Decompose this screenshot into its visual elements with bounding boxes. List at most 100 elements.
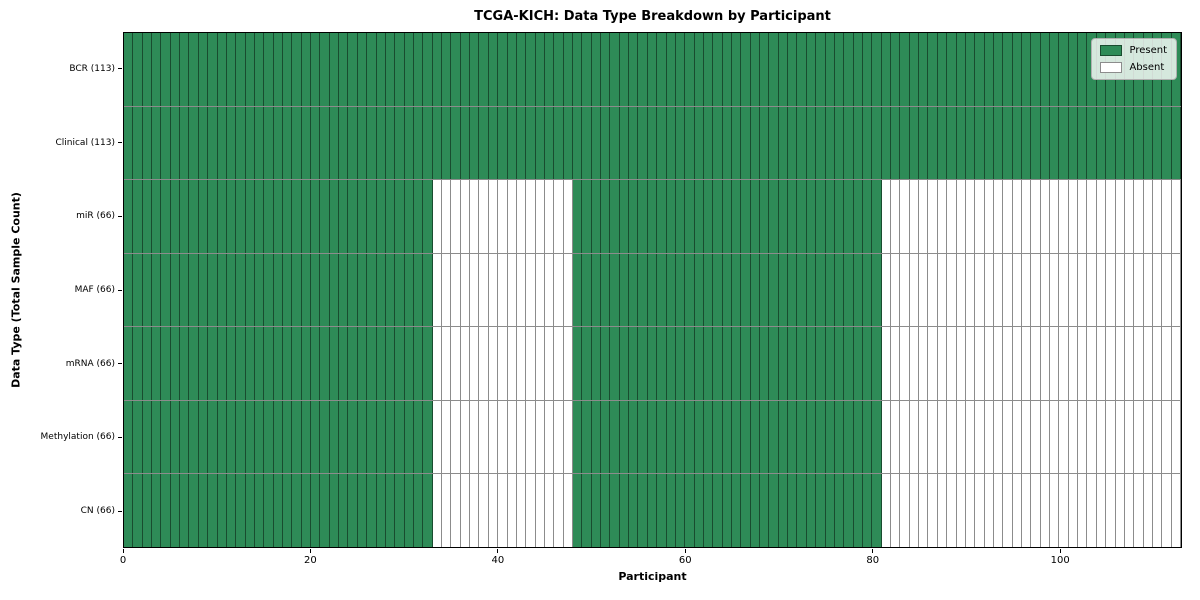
absent-cell bbox=[1012, 400, 1022, 474]
present-cell bbox=[189, 327, 199, 400]
present-cell bbox=[722, 474, 732, 548]
absent-cell bbox=[1059, 474, 1069, 548]
present-cell bbox=[797, 474, 807, 548]
absent-cell bbox=[1068, 474, 1079, 548]
absent-cell bbox=[1078, 180, 1088, 253]
present-cell bbox=[413, 253, 424, 327]
present-cell bbox=[264, 180, 274, 253]
present-cell bbox=[264, 474, 274, 548]
present-cell bbox=[572, 106, 583, 180]
present-cell bbox=[975, 106, 985, 180]
present-cell bbox=[685, 327, 695, 400]
present-cell bbox=[750, 253, 761, 327]
absent-cell bbox=[554, 474, 564, 548]
present-cell bbox=[844, 474, 854, 548]
present-cell bbox=[180, 106, 190, 180]
present-cell bbox=[217, 106, 227, 180]
present-cell bbox=[357, 106, 368, 180]
present-cell bbox=[572, 327, 583, 400]
present-cell bbox=[413, 327, 424, 400]
present-cell bbox=[367, 474, 377, 548]
present-cell bbox=[825, 400, 835, 474]
present-cell bbox=[657, 33, 667, 106]
present-cell bbox=[189, 253, 199, 327]
present-cell bbox=[357, 474, 368, 548]
present-cell bbox=[638, 253, 648, 327]
present-cell bbox=[900, 33, 910, 106]
present-cell bbox=[226, 180, 237, 253]
absent-cell bbox=[1143, 474, 1153, 548]
present-cell bbox=[217, 400, 227, 474]
absent-cell bbox=[526, 474, 536, 548]
present-cell bbox=[769, 33, 779, 106]
present-cell bbox=[909, 106, 920, 180]
present-cell bbox=[161, 327, 171, 400]
absent-cell bbox=[1012, 474, 1022, 548]
present-cell bbox=[732, 327, 742, 400]
present-cell bbox=[516, 33, 527, 106]
present-cell bbox=[198, 400, 209, 474]
present-cell bbox=[732, 253, 742, 327]
present-cell bbox=[769, 400, 779, 474]
absent-cell bbox=[1012, 180, 1022, 253]
present-cell bbox=[413, 33, 424, 106]
present-cell bbox=[245, 180, 255, 253]
present-cell bbox=[610, 474, 620, 548]
present-cell bbox=[610, 327, 620, 400]
absent-cell bbox=[956, 327, 966, 400]
present-cell bbox=[713, 327, 723, 400]
present-cell bbox=[1003, 33, 1013, 106]
absent-cell bbox=[516, 327, 527, 400]
present-cell bbox=[170, 474, 181, 548]
present-cell bbox=[834, 33, 845, 106]
present-cell bbox=[797, 180, 807, 253]
absent-cell bbox=[1078, 253, 1088, 327]
absent-cell bbox=[1012, 327, 1022, 400]
absent-cell bbox=[909, 253, 920, 327]
present-cell bbox=[413, 180, 424, 253]
absent-cell bbox=[919, 180, 929, 253]
absent-cell bbox=[928, 327, 938, 400]
present-cell bbox=[170, 327, 181, 400]
present-cell bbox=[133, 253, 143, 327]
absent-cell bbox=[1003, 327, 1013, 400]
present-cell bbox=[675, 474, 686, 548]
absent-cell bbox=[928, 180, 938, 253]
present-cell bbox=[750, 33, 761, 106]
legend: Present Absent bbox=[1091, 38, 1177, 80]
absent-cell bbox=[451, 180, 461, 253]
absent-cell bbox=[535, 474, 545, 548]
absent-cell bbox=[1124, 474, 1135, 548]
present-cell bbox=[254, 180, 265, 253]
present-cell bbox=[816, 180, 826, 253]
absent-cell bbox=[488, 253, 499, 327]
present-cell bbox=[367, 180, 377, 253]
absent-cell bbox=[1068, 327, 1079, 400]
present-cell bbox=[647, 106, 658, 180]
present-cell bbox=[292, 474, 302, 548]
present-cell bbox=[703, 33, 714, 106]
present-cell bbox=[741, 106, 751, 180]
present-cell bbox=[816, 327, 826, 400]
present-cell bbox=[376, 180, 386, 253]
absent-cell bbox=[1106, 327, 1116, 400]
absent-cell bbox=[1050, 327, 1060, 400]
absent-cell bbox=[526, 180, 536, 253]
absent-cell bbox=[928, 400, 938, 474]
present-cell bbox=[236, 253, 246, 327]
absent-cell bbox=[1152, 400, 1163, 474]
present-cell bbox=[1003, 106, 1013, 180]
present-cell bbox=[862, 33, 873, 106]
present-cell bbox=[498, 106, 508, 180]
absent-cell bbox=[965, 400, 976, 474]
present-cell bbox=[320, 474, 330, 548]
present-cell bbox=[208, 474, 218, 548]
absent-cell bbox=[1162, 180, 1172, 253]
present-cell bbox=[760, 474, 770, 548]
absent-cell bbox=[1059, 180, 1069, 253]
present-cell bbox=[806, 253, 817, 327]
absent-cell bbox=[1115, 180, 1125, 253]
present-cell bbox=[675, 106, 686, 180]
present-cell bbox=[124, 253, 134, 327]
absent-cell bbox=[1021, 474, 1032, 548]
